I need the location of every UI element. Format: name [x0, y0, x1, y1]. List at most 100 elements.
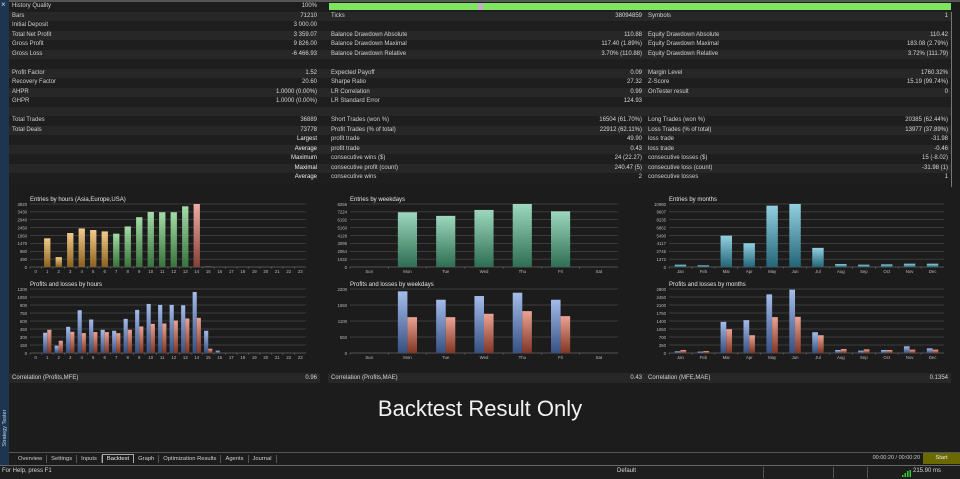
stat-value: 36889 [300, 117, 317, 123]
stat-value: 71210 [300, 12, 317, 19]
x-tick-label: 8 [127, 269, 130, 274]
tab-agents[interactable]: Agents [221, 454, 249, 463]
table-cell: Gross Loss -6 466.93 [9, 50, 320, 60]
stat-value: 16504 (61.70%) [599, 117, 642, 123]
tab-overview[interactable]: Overview [14, 454, 48, 463]
start-button[interactable]: Start [923, 453, 960, 464]
table-cell: Short Trades (won %) 16504 (61.70%) [328, 116, 645, 126]
loss-bar-12 [173, 320, 178, 353]
profit-bar-tue [436, 299, 446, 353]
history-quality-bar [329, 3, 951, 10]
y-tick-label: 8235 [656, 218, 666, 223]
table-row: Total Trades 36889 Short Trades (won %) 165… [9, 116, 951, 126]
x-tick-label: 20 [263, 269, 268, 274]
bar-thu [512, 204, 532, 267]
x-tick-label: 10 [148, 355, 153, 360]
y-tick-label: 2940 [17, 218, 27, 223]
stat-label: LR Standard Error [331, 98, 380, 104]
loss-bar-oct [886, 349, 893, 353]
loss-bar-nov [909, 349, 916, 353]
y-tick-label: 6192 [337, 218, 347, 223]
x-tick-label: 20 [263, 355, 268, 360]
x-tick-label: Dec [929, 269, 937, 274]
profit-bar-feb [697, 351, 704, 353]
table-cell [645, 59, 951, 69]
stat-value: 20.60 [301, 79, 317, 85]
elapsed-timer: 00:00:20 / 00:00:20 [872, 455, 920, 461]
tab-graph[interactable]: Graph [134, 454, 160, 463]
stat-value: 100% [301, 3, 317, 9]
status-bar: For Help, press F1 Default 215.90 ms [0, 465, 960, 479]
table-cell: consecutive losses ($) 15 (-8.02) [645, 154, 951, 164]
bar-10 [147, 211, 154, 267]
profit-bar-dec [926, 348, 933, 353]
stat-value: 3.72% (111.79) [907, 50, 948, 57]
x-tick-label: 1 [46, 355, 49, 360]
profile-name: Default [617, 468, 637, 474]
x-tick-label: Mar [723, 269, 731, 274]
profit-bar-3 [66, 326, 71, 353]
tab-settings[interactable]: Settings [47, 454, 78, 463]
x-tick-label: Apr [746, 355, 753, 360]
y-tick-label: 3096 [337, 241, 347, 246]
stat-label: OnTester result [648, 88, 689, 95]
bar-4 [78, 228, 85, 267]
table-row [9, 59, 951, 69]
loss-bar-jul [817, 335, 824, 353]
bar-2 [55, 257, 62, 267]
y-tick-label: 300 [20, 335, 28, 340]
x-tick-label: 12 [171, 269, 176, 274]
x-tick-label: 23 [298, 269, 303, 274]
x-tick-label: Sun [365, 269, 373, 274]
table-row: GHPR 1.0000 (0.00%) LR Standard Error 124.9… [9, 97, 951, 107]
scrollbar[interactable] [951, 12, 952, 187]
chart-profits-and-losses-by-months: Profits and losses by months 0 350 700 1050 1… [656, 282, 944, 360]
y-tick-label: 980 [20, 249, 28, 254]
x-tick-label: Jun [792, 269, 800, 274]
y-tick-label: 900 [20, 303, 28, 308]
stat-label: Recovery Factor [12, 79, 57, 85]
x-tick-label: 14 [194, 269, 199, 274]
y-tick-label: 4117 [657, 241, 667, 246]
x-tick-label: Sep [860, 355, 868, 360]
y-tick-label: 2745 [656, 249, 666, 254]
stat-value: Maximal [294, 164, 317, 171]
x-tick-label: 18 [240, 355, 245, 360]
table-cell [9, 107, 320, 117]
loss-bar-sep [863, 349, 870, 353]
tab-journal[interactable]: Journal [249, 454, 277, 463]
loss-bar-may [772, 317, 778, 353]
table-row: Largest profit trade 49.90 loss trade -31.98 [9, 135, 951, 145]
close-icon[interactable]: × [1, 0, 6, 9]
bar-13 [182, 206, 189, 267]
bar-sep [858, 264, 870, 267]
table-cell: AHPR 1.0000 (0.00%) [9, 88, 320, 98]
stat-label: Profit Trades (% of total) [331, 126, 396, 133]
chart-entries-by-weekdays: Entries by weekdays 0 1032 2064 3096 4128 5160… [337, 197, 618, 274]
tab-optimization-results[interactable]: Optimization Results [159, 454, 222, 463]
stat-label: Balance Drawdown Absolute [331, 31, 408, 38]
x-tick-label: Fri [558, 355, 563, 360]
stat-value: -6 466.93 [291, 50, 317, 57]
stat-label: GHPR [12, 98, 30, 104]
x-tick-label: 6 [104, 269, 107, 274]
quality-marker [478, 3, 483, 10]
loss-bar-aug [840, 348, 847, 353]
x-tick-label: 8 [127, 355, 130, 360]
loss-bar-10 [150, 323, 155, 353]
table-cell: consecutive losses 1 [645, 173, 951, 183]
tab-inputs[interactable]: Inputs [77, 454, 102, 463]
stat-label: consecutive wins ($) [331, 155, 386, 161]
stat-value: 15 (-8.02) [921, 155, 948, 161]
profit-bar-16 [215, 350, 220, 353]
bar-mar [720, 235, 733, 267]
x-tick-label: 7 [115, 269, 118, 274]
x-tick-label: Mon [403, 269, 412, 274]
table-cell: Average [9, 145, 320, 155]
x-tick-label: 22 [286, 355, 291, 360]
tab-backtest[interactable]: Backtest [101, 454, 135, 463]
stat-value: 117.40 (1.89%) [601, 41, 642, 47]
table-row: Profit Factor 1.52 Expected Payoff 0.09 Marg… [9, 68, 951, 78]
x-tick-label: 0 [35, 269, 38, 274]
bar-tue [436, 215, 456, 267]
